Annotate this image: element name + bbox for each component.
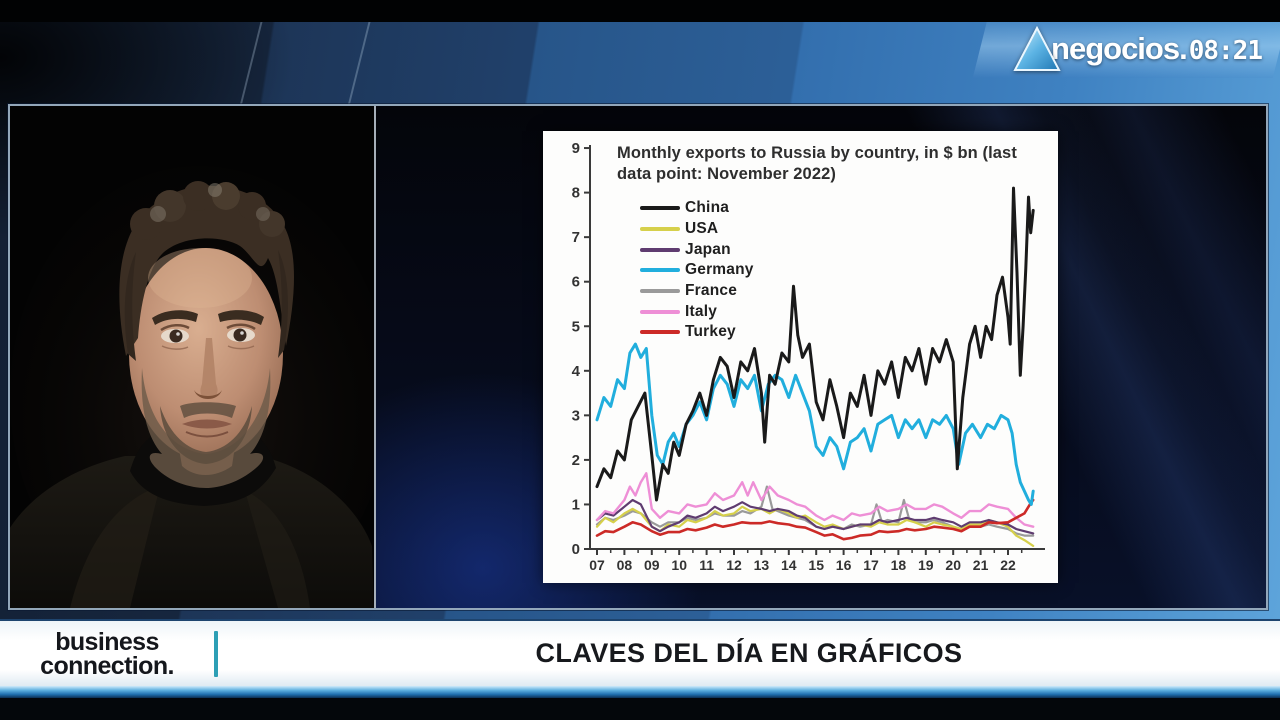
legend-swatch (640, 227, 680, 232)
legend-label: USA (685, 220, 719, 238)
svg-text:22: 22 (1000, 557, 1016, 573)
chart-title: Monthly exports to Russia by country, in… (617, 143, 1047, 184)
legend-item-germany: Germany (640, 260, 754, 281)
legend-item-italy: Italy (640, 301, 754, 322)
legend-label: Germany (685, 261, 754, 279)
reporter-portrait (10, 106, 374, 608)
chart-title-line1: Monthly exports to Russia by country, in… (617, 144, 1017, 162)
legend-item-turkey: Turkey (640, 322, 754, 343)
legend-swatch (640, 289, 680, 294)
svg-text:0: 0 (572, 541, 580, 558)
legend-swatch (640, 206, 680, 211)
svg-text:13: 13 (754, 557, 770, 573)
svg-text:5: 5 (572, 318, 580, 335)
program-title-line2: connection. (40, 651, 174, 680)
svg-text:2: 2 (572, 452, 580, 469)
legend-label: China (685, 199, 730, 217)
svg-text:11: 11 (699, 557, 714, 573)
legend-item-usa: USA (640, 219, 754, 240)
legend-label: Turkey (685, 323, 736, 341)
legend-swatch (640, 268, 680, 273)
svg-text:15: 15 (808, 557, 824, 573)
svg-text:08: 08 (617, 557, 633, 573)
svg-text:4: 4 (572, 363, 581, 380)
lower-third-banner: business connection. CLAVES DEL DÍA EN G… (0, 619, 1280, 686)
negocios-triangle-icon (1013, 26, 1061, 71)
svg-text:10: 10 (671, 557, 687, 573)
svg-text:21: 21 (973, 557, 989, 573)
svg-text:12: 12 (726, 557, 742, 573)
svg-text:07: 07 (589, 557, 605, 573)
program-title-line1: business (55, 627, 159, 656)
chart-background-region: 0 1 2 3 4 5 6 7 8 9 07 08 09 10 11 12 13 14 15 16 17 18 19 20 21… (376, 106, 1266, 608)
panel-divider (374, 106, 376, 608)
content-frame: 0 1 2 3 4 5 6 7 8 9 07 08 09 10 11 12 13 14 15 16 17 18 19 20 21… (8, 104, 1268, 610)
broadcast-time: 08:21 (1188, 35, 1263, 66)
svg-text:6: 6 (572, 274, 580, 291)
channel-name: negocios. (1051, 31, 1188, 66)
svg-text:7: 7 (572, 229, 580, 246)
svg-text:16: 16 (836, 557, 852, 573)
svg-text:19: 19 (918, 557, 934, 573)
legend-item-france: France (640, 281, 754, 302)
svg-text:3: 3 (572, 407, 580, 424)
chart-title-line2: data point: November 2022) (617, 164, 836, 183)
exports-chart-card: 0 1 2 3 4 5 6 7 8 9 07 08 09 10 11 12 13 14 15 16 17 18 19 20 21… (543, 131, 1058, 583)
legend-item-japan: Japan (640, 239, 754, 260)
banner-divider (214, 630, 218, 677)
footer-black-bar (0, 698, 1280, 720)
reporter-video-panel (10, 106, 374, 608)
top-black-bar (0, 0, 1280, 22)
svg-text:8: 8 (572, 185, 580, 202)
svg-text:18: 18 (891, 557, 907, 573)
svg-text:17: 17 (863, 557, 879, 573)
background-seam (347, 22, 371, 106)
legend-swatch (640, 309, 680, 314)
legend-label: France (685, 282, 738, 300)
banner-headline: CLAVES DEL DÍA EN GRÁFICOS (535, 638, 963, 668)
svg-text:20: 20 (945, 557, 961, 573)
legend-item-china: China (640, 198, 754, 219)
background-seam (239, 22, 263, 106)
svg-text:9: 9 (572, 140, 580, 157)
channel-logo: negocios. 08:21 (1013, 26, 1263, 72)
legend-label: Japan (685, 240, 731, 258)
banner-bottom-strip (0, 686, 1280, 698)
svg-text:09: 09 (644, 557, 660, 573)
svg-text:1: 1 (572, 496, 580, 513)
legend-swatch (640, 330, 680, 335)
program-title: business connection. (0, 627, 214, 680)
legend-label: Italy (685, 302, 718, 320)
svg-text:14: 14 (781, 557, 797, 573)
chart-legend: China USA Japan Germany France Italy Turkey (640, 198, 754, 343)
legend-swatch (640, 247, 680, 252)
